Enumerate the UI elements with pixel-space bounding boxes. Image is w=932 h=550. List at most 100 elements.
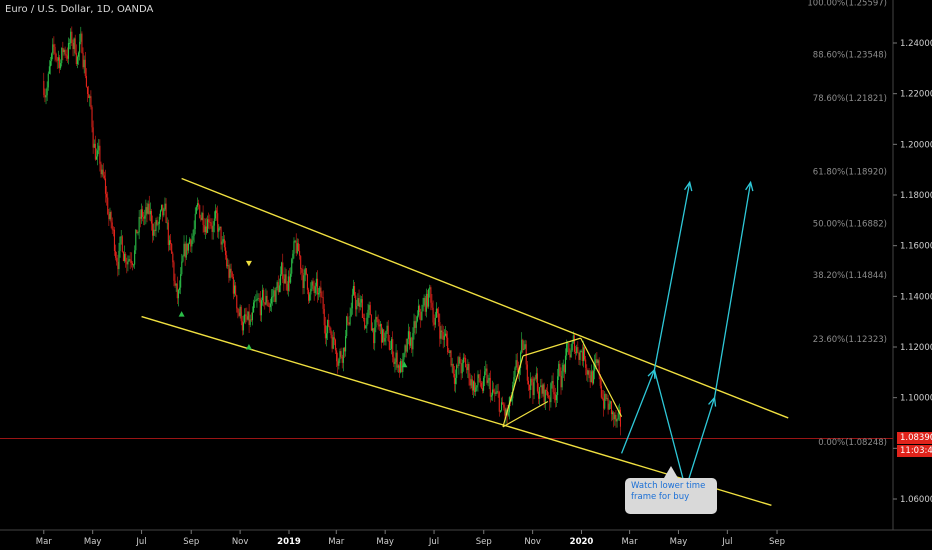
candle-body: [51, 53, 53, 62]
candle-body: [126, 261, 128, 265]
candle-body: [134, 250, 136, 265]
candle-body: [460, 363, 462, 374]
candle-body: [72, 42, 74, 50]
candle-body: [601, 397, 604, 399]
candle-body: [224, 247, 227, 256]
candle-body: [401, 361, 403, 373]
time-axis[interactable]: Mar May Jul Sep Nov 2019 Mar May Jul Sep Nov 2020 Ma…: [36, 530, 785, 547]
candle-body: [507, 412, 509, 416]
candle-body: [487, 380, 489, 383]
candle-body: [287, 276, 289, 291]
candle-body: [99, 145, 101, 164]
candle-body: [290, 273, 292, 283]
price-tick-label: 1.06000: [900, 495, 932, 505]
candle-body: [406, 338, 408, 352]
candle-body: [76, 56, 78, 65]
candle-body: [163, 209, 165, 216]
candle-body: [266, 295, 268, 303]
candle-body: [467, 363, 469, 371]
candle-body: [614, 414, 616, 420]
candle-body: [171, 243, 173, 254]
candle-body: [83, 59, 85, 68]
wedge-left-line: [502, 355, 524, 427]
candle-body: [327, 320, 329, 334]
candle-body: [567, 343, 569, 345]
candle-body: [277, 282, 279, 293]
candle-body: [472, 381, 475, 391]
candle-body: [450, 350, 452, 366]
candle-body: [588, 370, 590, 376]
candle-body: [403, 353, 405, 360]
candle-body: [345, 336, 347, 352]
candle-body: [216, 210, 218, 214]
candle-body: [285, 274, 287, 284]
candle-body: [465, 357, 467, 368]
candle-body: [124, 253, 126, 262]
candle-body: [183, 243, 185, 256]
candle-body: [433, 322, 435, 325]
candle-body: [592, 370, 595, 384]
candle-body: [202, 212, 204, 225]
candle-body: [74, 38, 76, 54]
candle-body: [300, 255, 302, 269]
candle-body: [122, 251, 124, 262]
candle-body: [356, 305, 358, 310]
candle-body: [537, 391, 540, 399]
time-tick-label: Sep: [183, 537, 199, 547]
candle-body: [248, 311, 250, 325]
candle-body: [101, 169, 103, 175]
projection-arrow-head: [745, 180, 754, 192]
candle-body: [481, 388, 484, 391]
candle-body: [115, 251, 117, 258]
candle-body: [100, 163, 102, 175]
candle-body: [580, 351, 582, 352]
candle-body: [477, 374, 479, 386]
candle-body: [55, 53, 57, 60]
candle-body: [533, 378, 535, 396]
candle-body: [177, 289, 179, 299]
candle-body: [259, 298, 261, 316]
candle-body: [245, 314, 247, 317]
candle-body: [411, 337, 413, 350]
candle-body: [194, 213, 196, 229]
candle-body: [156, 220, 158, 225]
annotation-note[interactable]: Watch lower time frame for buy: [625, 478, 717, 514]
candle-body: [323, 308, 325, 326]
candle-body: [581, 351, 583, 362]
candle-body: [474, 381, 476, 393]
candle-body: [143, 216, 145, 219]
candle-body: [209, 222, 211, 223]
candle-body: [321, 296, 323, 298]
candle-body: [267, 302, 269, 307]
candle-body: [153, 229, 155, 236]
candle-body: [65, 54, 67, 56]
candle-body: [597, 360, 599, 363]
candle-body: [340, 351, 342, 357]
candle-body: [347, 316, 349, 323]
candle-body: [600, 385, 602, 398]
candle-body: [173, 262, 175, 281]
candle-body: [233, 285, 236, 294]
candle-body: [412, 333, 414, 350]
candle-body: [589, 375, 591, 383]
time-tick-label: Nov: [232, 537, 249, 547]
candle-body: [479, 378, 481, 383]
candle-body: [47, 73, 49, 88]
candle-body: [186, 243, 188, 251]
candle-body: [490, 395, 492, 397]
candle-body: [334, 339, 337, 351]
candle-body: [270, 297, 273, 304]
candle-body: [594, 363, 596, 371]
candle-body: [524, 344, 526, 349]
candle-body: [541, 385, 543, 394]
candle-body: [447, 337, 449, 353]
candle-body: [544, 390, 546, 403]
candle-body: [428, 289, 430, 307]
candle-body: [84, 59, 86, 77]
candle-body: [110, 211, 112, 223]
candle-body: [249, 319, 251, 325]
candle-body: [150, 210, 153, 224]
candle-body: [523, 348, 525, 351]
fibonacci-labels: 100.00%(1.25597) 88.60%(1.23548) 78.60%(1.…: [807, 0, 887, 448]
